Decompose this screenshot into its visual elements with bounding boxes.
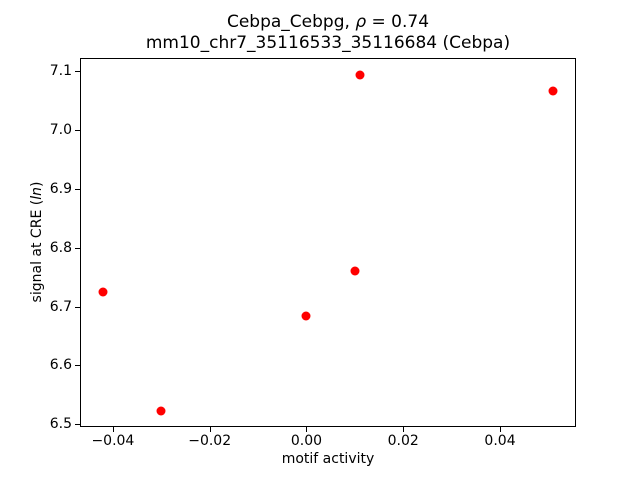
data-point	[98, 287, 108, 297]
x-tick-mark	[112, 427, 114, 432]
x-tick-label: −0.04	[91, 433, 135, 449]
y-axis-label-italic: ln	[29, 187, 45, 200]
y-axis-label-suffix: )	[29, 181, 45, 188]
y-tick-label: 6.6	[49, 357, 72, 374]
y-tick-label: 6.9	[49, 180, 72, 197]
y-tick-label: 6.8	[49, 239, 72, 256]
x-tick-label: 0.04	[484, 433, 516, 449]
chart-title-rho: ρ	[355, 12, 367, 32]
data-point	[156, 406, 166, 416]
y-tick-label: 7.0	[49, 121, 72, 138]
x-tick-mark	[500, 427, 502, 432]
x-tick-label: −0.02	[188, 433, 232, 449]
data-point	[301, 311, 311, 321]
y-tick-mark	[75, 71, 80, 73]
x-tick-label: 0.00	[290, 433, 323, 449]
y-tick-mark	[75, 129, 80, 131]
y-tick-label: 6.7	[49, 298, 72, 315]
data-point	[350, 266, 360, 276]
y-tick-label: 7.1	[49, 63, 72, 80]
y-tick-label: 6.5	[49, 416, 72, 433]
y-tick-mark	[75, 188, 80, 190]
chart-title-line1: Cebpa_Cebpg, ρ = 0.74	[80, 12, 576, 33]
chart-title-line2: mm10_chr7_35116533_35116684 (Cebpa)	[145, 33, 511, 53]
x-axis-label: motif activity	[281, 451, 375, 467]
x-tick-mark	[403, 427, 405, 432]
y-axis-label-prefix: signal at CRE (	[29, 199, 45, 303]
y-tick-mark	[75, 424, 80, 426]
x-tick-mark	[209, 427, 211, 432]
x-tick-mark	[306, 427, 308, 432]
y-tick-mark	[75, 306, 80, 308]
chart-title: Cebpa_Cebpg, ρ = 0.74 mm10_chr7_35116533…	[80, 12, 576, 54]
y-axis-label: signal at CRE (ln)	[29, 182, 45, 303]
chart-title-suffix: = 0.74	[366, 12, 430, 32]
x-tick-label: 0.02	[387, 433, 419, 449]
chart-title-prefix: Cebpa_Cebpg,	[226, 12, 356, 32]
y-tick-mark	[75, 247, 80, 249]
plot-area	[80, 58, 576, 427]
data-point	[355, 70, 365, 80]
data-point	[548, 86, 558, 96]
y-tick-mark	[75, 365, 80, 367]
